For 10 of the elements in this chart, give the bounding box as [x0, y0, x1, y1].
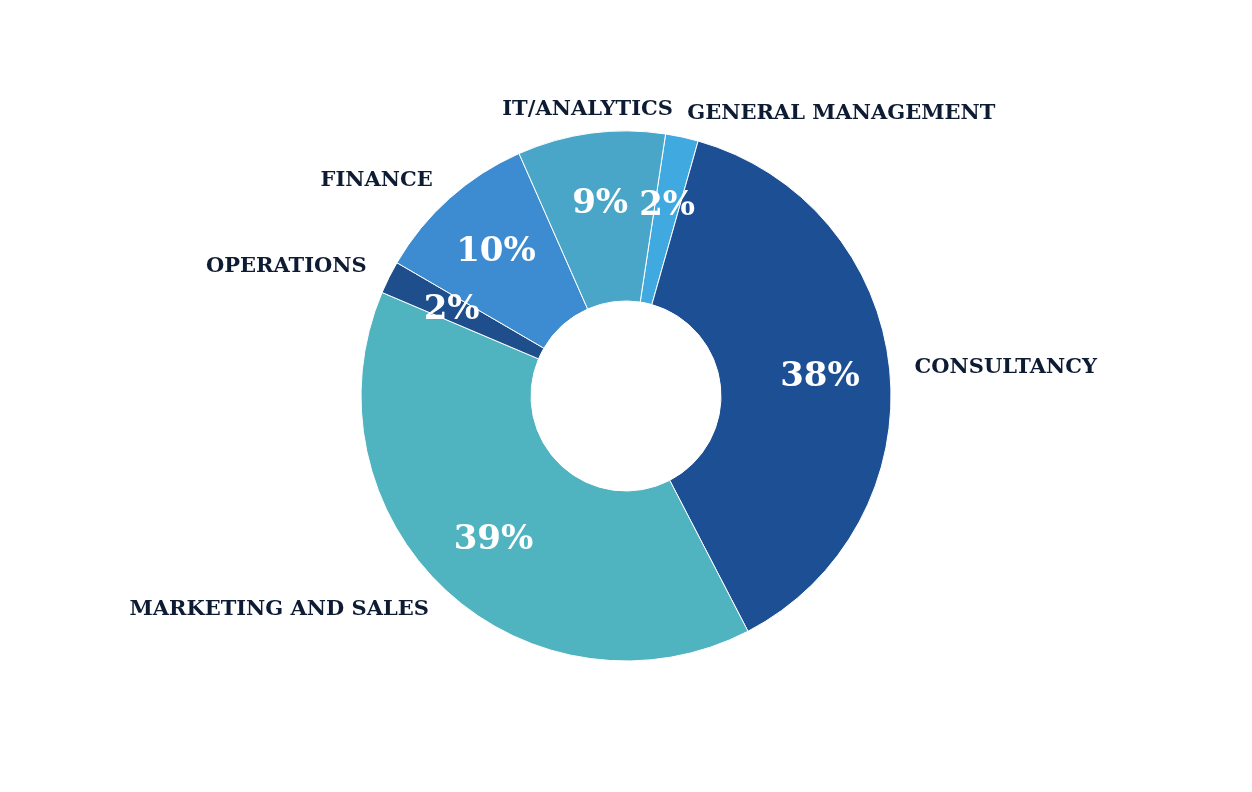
data-label: 10% [456, 228, 536, 269]
data-label: 9% [572, 180, 629, 221]
slice-label: GENERAL MANAGEMENT [687, 98, 996, 124]
slice-label: IT/ANALYTICS [502, 94, 673, 120]
slice-label: FINANCE [320, 165, 433, 191]
slice-label: MARKETING AND SALES [129, 594, 429, 620]
slice-label: OPERATIONS [205, 252, 367, 278]
data-label: 39% [453, 517, 534, 558]
slice-label: CONSULTANCY [914, 352, 1098, 378]
data-label: 38% [780, 354, 860, 395]
